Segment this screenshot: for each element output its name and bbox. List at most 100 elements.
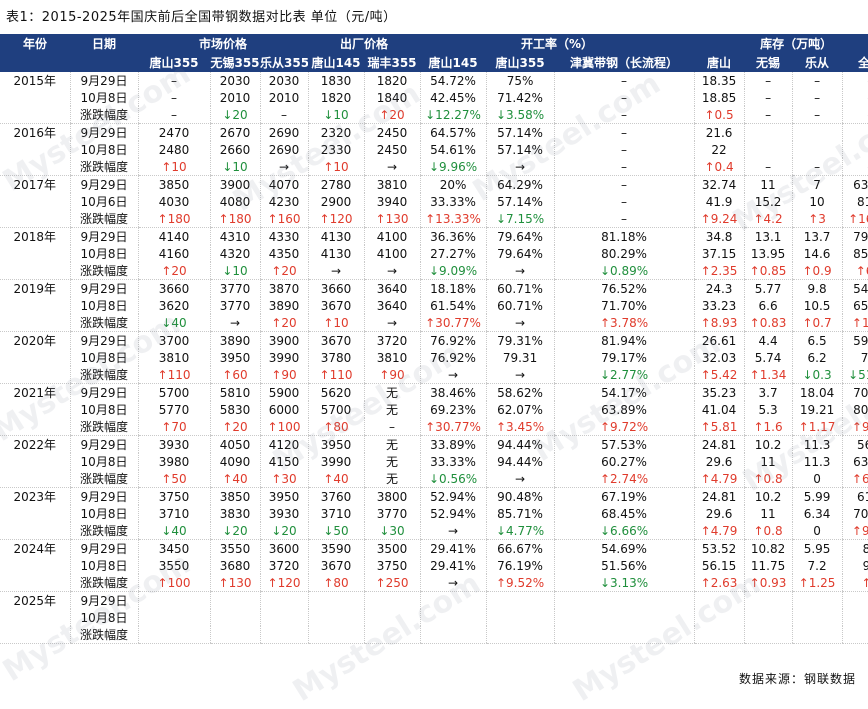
header-col: 唐山355 xyxy=(486,53,555,72)
table-cell: 3700 xyxy=(137,331,210,349)
table-cell: – xyxy=(553,106,695,124)
table-cell: 3770 xyxy=(209,297,260,314)
table-cell: 3900 xyxy=(209,175,260,193)
table-cell: 3640 xyxy=(363,279,421,297)
cell-year xyxy=(0,522,70,540)
table-cell: ↑120 xyxy=(307,210,365,228)
table-cell: 97 xyxy=(841,557,868,574)
table-cell: 22 xyxy=(693,141,745,158)
table-cell: ↑40 xyxy=(209,470,260,488)
header-row-columns: 唐山355 无锡355 乐从355 唐山145 瑞丰355 唐山145 唐山35… xyxy=(0,53,868,72)
table-cell: 2480 xyxy=(137,141,210,158)
cell-date: 涨跌幅度 xyxy=(69,262,138,280)
table-cell: 3500 xyxy=(363,539,421,557)
table-cell: 5900 xyxy=(259,383,309,401)
table-cell: 3660 xyxy=(307,279,365,297)
table-cell xyxy=(137,626,210,644)
table-cell: – xyxy=(743,106,793,124)
table-cell: 20% xyxy=(419,175,487,193)
table-cell: ↑2.35 xyxy=(693,262,745,280)
table-cell: 61.54% xyxy=(419,297,487,314)
table-cell xyxy=(791,609,843,626)
table-header: 年份 日期 市场价格 出厂价格 开工率（%） 库存（万吨） 唐山355 无锡35… xyxy=(0,34,868,72)
cell-year xyxy=(0,609,70,626)
table-cell: 57.14% xyxy=(485,193,555,210)
table-cell: ↑120 xyxy=(259,574,309,592)
table-cell: 70.96 xyxy=(841,505,868,522)
table-cell: 3660 xyxy=(137,279,210,297)
table-cell xyxy=(307,626,365,644)
table-cell: 5770 xyxy=(137,401,210,418)
table-cell: → xyxy=(363,314,421,332)
table-cell: – xyxy=(791,72,843,89)
table-cell: 3930 xyxy=(137,435,210,453)
table-cell: 65.39 xyxy=(841,297,868,314)
table-row: 涨跌幅度 ↓40 → ↑20 ↑10 → ↑30.77% → ↑3.78% ↑8.93 ↑0.83 ↑… xyxy=(0,314,868,332)
steel-strip-comparison-table: 年份 日期 市场价格 出厂价格 开工率（%） 库存（万吨） 唐山355 无锡35… xyxy=(0,34,868,644)
header-col: 唐山355 xyxy=(138,53,210,72)
table-cell: 63.89% xyxy=(553,401,695,418)
header-row-groups: 年份 日期 市场价格 出厂价格 开工率（%） 库存（万吨） xyxy=(0,34,868,53)
table-cell: 4130 xyxy=(307,227,365,245)
table-cell: 42.45% xyxy=(419,89,487,106)
table-cell: 4130 xyxy=(307,245,365,262)
table-cell: 无 xyxy=(363,401,421,418)
cell-year xyxy=(0,106,70,124)
table-cell: 35.23 xyxy=(693,383,745,401)
table-cell: ↑70 xyxy=(137,418,210,436)
table-cell: ↑4.79 xyxy=(693,470,745,488)
table-cell: ↑4.79 xyxy=(693,522,745,540)
table-cell: 无 xyxy=(363,470,421,488)
cell-date: 10月8日 xyxy=(69,453,138,470)
header-col: 唐山 xyxy=(694,53,745,72)
cell-date: 涨跌幅度 xyxy=(69,366,138,384)
table-cell: 79.31 xyxy=(485,349,555,366)
table-cell: 57.14% xyxy=(485,141,555,158)
table-cell: – xyxy=(791,89,843,106)
header-col: 瑞丰355 xyxy=(364,53,421,72)
table-cell: 6000 xyxy=(259,401,309,418)
table-cell: 21.6 xyxy=(693,123,745,141)
table-cell: ↓12.27% xyxy=(419,106,487,124)
table-cell: – xyxy=(137,106,210,124)
table-cell: ↑130 xyxy=(363,210,421,228)
table-cell: ↑1.6 xyxy=(743,418,793,436)
cell-date: 9月29日 xyxy=(69,227,138,245)
table-cell: ↑60 xyxy=(209,366,260,384)
table-cell: ↑0.9 xyxy=(791,262,843,280)
table-cell xyxy=(791,123,843,141)
table-row: 10月8日 2480 2660 2690 2330 2450 54.61% 57.14% –22 xyxy=(0,141,868,158)
table-cell: 2010 xyxy=(259,89,309,106)
table-cell: 15.2 xyxy=(743,193,793,210)
table-cell xyxy=(553,609,695,626)
cell-year xyxy=(0,401,70,418)
table-cell: 4350 xyxy=(259,245,309,262)
table-cell: → xyxy=(259,158,309,176)
table-cell: 63.57 xyxy=(841,453,868,470)
cell-date: 9月29日 xyxy=(69,331,138,349)
cell-year xyxy=(0,349,70,366)
table-cell: ↑20 xyxy=(363,106,421,124)
table-cell: 11 xyxy=(743,175,793,193)
table-cell: 61.8 xyxy=(841,487,868,505)
table-cell: 33.23 xyxy=(693,297,745,314)
table-row: 2019年 9月29日 3660 3770 3870 3660 3640 18.18% 60.7… xyxy=(0,279,868,297)
table-row: 2025年 9月29日 xyxy=(0,591,868,609)
table-cell: 3930 xyxy=(259,505,309,522)
table-cell: ↑0.4 xyxy=(693,158,745,176)
table-cell xyxy=(841,141,868,158)
table-cell: 76.92% xyxy=(419,331,487,349)
table-cell: 3980 xyxy=(137,453,210,470)
table-cell: 63.12 xyxy=(841,175,868,193)
table-cell xyxy=(485,626,555,644)
table-cell: → xyxy=(307,262,365,280)
header-date: 日期 xyxy=(70,34,138,53)
table-cell: – xyxy=(363,418,421,436)
header-col: 唐山145 xyxy=(308,53,365,72)
table-cell: 14.6 xyxy=(791,245,843,262)
header-col: 乐从355 xyxy=(260,53,309,72)
table-cell: 5830 xyxy=(209,401,260,418)
table-row: 涨跌幅度 ↑50 ↑40 ↑30 ↑40 无 ↓0.56% → ↑2.74% ↑4.79 ↑0.8 0… xyxy=(0,470,868,488)
table-cell: ↑5.42 xyxy=(693,366,745,384)
table-cell: – xyxy=(553,89,695,106)
